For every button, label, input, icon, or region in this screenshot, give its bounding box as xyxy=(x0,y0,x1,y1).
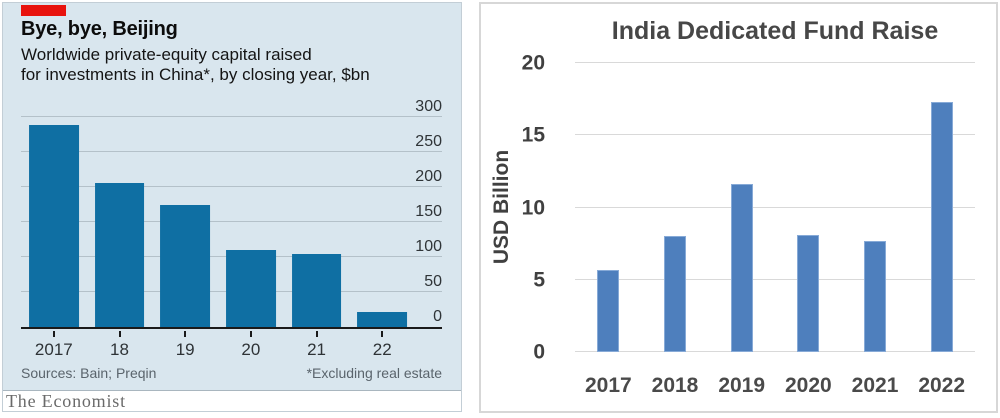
y-tick-label-5: 5 xyxy=(533,268,545,292)
bar-slot-2017 xyxy=(575,63,642,352)
bar-2020 xyxy=(797,234,820,352)
y-tick-label-20: 20 xyxy=(521,51,545,75)
left-plot-area: 300 250 200 150 100 50 0 xyxy=(21,99,442,329)
y-tick-label-200: 200 xyxy=(415,168,442,186)
right-x-axis-labels: 2017 2018 2019 2020 2021 2022 xyxy=(575,374,975,398)
gridline-0 xyxy=(575,351,975,352)
economist-brand-bar: The Economist xyxy=(3,390,461,411)
gridline-250 xyxy=(21,151,442,152)
x-tick-label-2017: 2017 xyxy=(584,374,632,397)
x-tick-label-22: 22 xyxy=(349,331,415,360)
left-x-axis-labels: 2017 18 19 20 21 22 xyxy=(21,331,415,360)
gridline-300 xyxy=(21,116,442,117)
left-chart-subtitle: Worldwide private-equity capital raised … xyxy=(21,45,370,85)
bar-slot-2018 xyxy=(642,63,709,352)
x-tick-label-21: 21 xyxy=(284,331,350,360)
bar-21 xyxy=(291,253,342,327)
bar-slot-2020 xyxy=(775,63,842,352)
y-tick-label-150: 150 xyxy=(415,203,442,220)
economist-red-tab xyxy=(21,5,66,16)
y-tick-label-100: 100 xyxy=(415,238,442,256)
y-tick-label-15: 15 xyxy=(521,123,545,147)
y-tick-label-10: 10 xyxy=(521,196,545,219)
left-chart-subtitle-line2: for investments in China*, by closing ye… xyxy=(21,65,370,84)
x-tick-label-2017: 2017 xyxy=(21,331,87,360)
economist-logo-text: The Economist xyxy=(6,391,126,411)
x-tick-label-2022: 2022 xyxy=(918,374,966,397)
x-tick-label-19: 19 xyxy=(152,331,218,360)
y-tick-label-50: 50 xyxy=(424,273,442,291)
right-bars xyxy=(575,63,975,352)
india-chart-card: India Dedicated Fund Raise USD Billion 2… xyxy=(479,2,998,413)
bar-18 xyxy=(94,182,145,327)
bar-19 xyxy=(160,204,211,327)
bar-slot-2022 xyxy=(908,63,975,352)
bar-2021 xyxy=(864,240,887,352)
x-tick-label-2018: 2018 xyxy=(651,374,699,397)
bar-2022 xyxy=(930,102,953,352)
left-chart-subtitle-line1: Worldwide private-equity capital raised xyxy=(21,45,312,64)
gridline-150 xyxy=(21,221,442,222)
left-chart-footnote: *Excluding real estate xyxy=(306,365,442,381)
left-chart-sources: Sources: Bain; Preqin xyxy=(21,365,157,381)
gridline-15 xyxy=(575,134,975,136)
economist-chart-card: Bye, bye, Beijing Worldwide private-equi… xyxy=(2,2,462,412)
y-tick-label-0: 0 xyxy=(433,308,442,325)
right-y-axis-labels: 20 15 10 5 0 xyxy=(481,53,545,363)
bar-2017 xyxy=(28,125,79,327)
bar-2019 xyxy=(730,184,753,352)
bar-slot-2017 xyxy=(21,117,87,327)
gridline-200 xyxy=(21,186,442,188)
gridline-20 xyxy=(575,62,975,63)
bar-slot-20 xyxy=(218,117,284,327)
x-tick-label-2020: 2020 xyxy=(784,374,832,397)
y-tick-label-0: 0 xyxy=(533,340,545,364)
bar-2017 xyxy=(597,269,620,352)
right-gridlines xyxy=(575,62,975,352)
bar-slot-22 xyxy=(349,117,415,327)
left-chart-source-row: Sources: Bain; Preqin *Excluding real es… xyxy=(21,365,442,381)
right-plot-area xyxy=(575,62,975,352)
bar-2018 xyxy=(664,236,686,352)
x-tick-label-18: 18 xyxy=(87,331,153,360)
bar-20 xyxy=(225,250,276,327)
bar-slot-2021 xyxy=(842,63,909,352)
y-tick-label-300: 300 xyxy=(415,98,442,115)
y-tick-label-250: 250 xyxy=(415,133,442,150)
bar-slot-18 xyxy=(87,117,153,327)
x-tick-label-2021: 2021 xyxy=(851,374,899,397)
left-chart-title: Bye, bye, Beijing xyxy=(21,18,178,40)
bar-slot-21 xyxy=(284,117,350,327)
x-tick-label-2019: 2019 xyxy=(718,374,766,397)
gridline-10 xyxy=(575,206,975,208)
bar-slot-19 xyxy=(152,117,218,327)
left-bars xyxy=(21,117,415,327)
gridline-5 xyxy=(575,278,975,280)
bar-slot-2019 xyxy=(708,63,775,352)
x-tick-label-20: 20 xyxy=(218,331,284,360)
bar-22 xyxy=(357,311,408,327)
right-chart-title: India Dedicated Fund Raise xyxy=(611,17,939,45)
